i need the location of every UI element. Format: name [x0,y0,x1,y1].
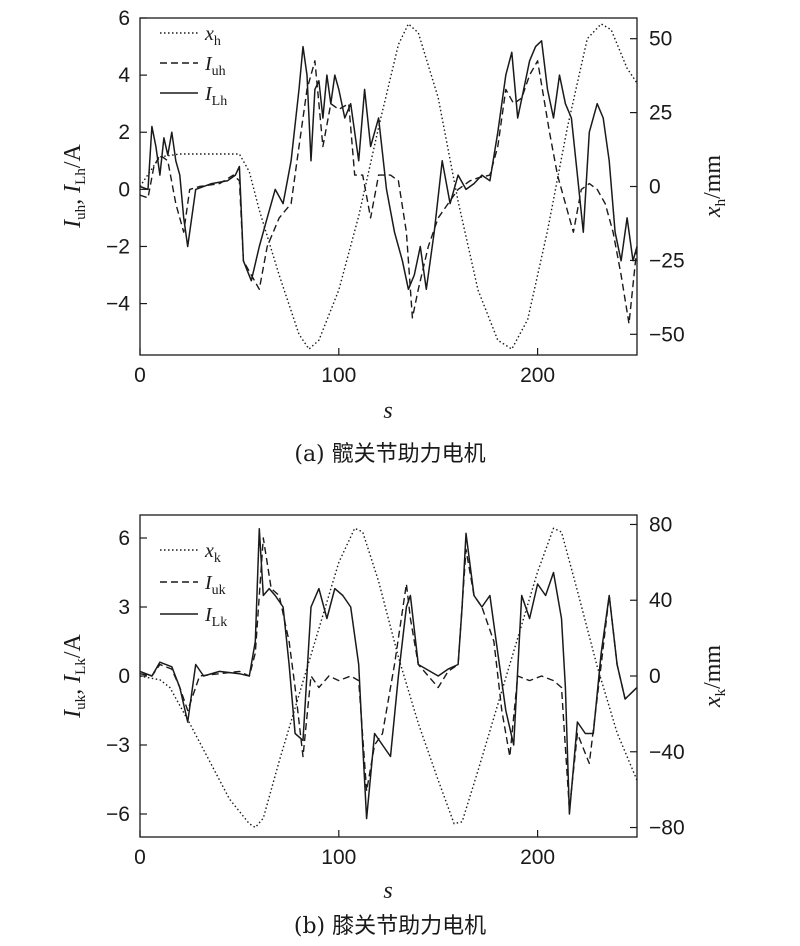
right-tick-label: −80 [649,817,685,840]
panel-caption: (b) 膝关节助力电机 [294,914,486,939]
left-tick-label: −6 [106,803,130,826]
series-layer [139,527,638,829]
x-tick-label: 200 [520,846,555,869]
right-tick-label: −40 [649,741,685,764]
legend: xk Iuk ILk [160,540,227,630]
left-tick-label: 0 [118,665,130,688]
legend-label-command-current: Iuh [204,53,226,79]
panel-caption: (a) 髋关节助力电机 [294,442,485,467]
series-line-iuh [139,60,638,325]
legend: xh Iuh ILh [160,23,227,109]
left-axis-title: Iuh, ILh/A [60,143,89,228]
legend-label-load-current: ILh [204,83,227,109]
right-tick-label: 50 [649,28,672,51]
x-tick-label: 100 [321,364,356,387]
series-line-iuk [139,537,638,811]
x-tick-label: 0 [134,364,146,387]
right-tick-label: 0 [649,176,661,199]
left-tick-label: −3 [106,734,130,757]
x-tick-label: 100 [321,846,356,869]
series-line-ilk [139,528,638,820]
left-tick-label: 4 [118,64,130,87]
series-line-xk [139,527,638,829]
right-tick-label: 80 [649,513,672,536]
left-tick-label: 6 [118,7,130,30]
left-tick-label: 3 [118,596,130,619]
ticks-layer: 0 100 200 −6 −3 0 3 6 −80 −40 0 40 80 [106,513,685,869]
right-tick-label: −50 [649,323,685,346]
legend-label-command-current: Iuk [204,572,226,598]
right-tick-label: 0 [649,665,661,688]
right-axis-title: xk/mm [700,645,729,708]
right-tick-label: 25 [649,102,672,125]
ticks-layer: 0 100 200 −4 −2 0 2 4 6 −50 −25 0 25 50 [106,7,685,387]
right-axis-title: xh/mm [700,155,729,218]
x-axis-title: s [383,398,392,424]
legend-label-load-current: ILk [204,604,227,630]
series-line-xh [139,23,638,350]
x-tick-label: 200 [520,364,555,387]
legend-label-position: xh [204,23,221,49]
right-tick-label: −25 [649,249,685,272]
legend-label-position: xk [204,540,221,566]
left-tick-label: 0 [118,178,130,201]
x-tick-label: 0 [134,846,146,869]
series-layer [139,23,638,350]
left-tick-label: 6 [118,527,130,550]
left-axis-title: Iuk, ILk/A [60,633,89,718]
panel-knee-motor: 0 100 200 −6 −3 0 3 6 −80 −40 0 40 80 xk Iuk ILk s I… [60,513,729,939]
series-line-ilh [139,40,638,291]
left-tick-label: 2 [118,121,130,144]
x-axis-title: s [383,878,392,904]
left-tick-label: −2 [106,235,130,258]
left-tick-label: −4 [106,293,130,316]
right-tick-label: 40 [649,589,672,612]
